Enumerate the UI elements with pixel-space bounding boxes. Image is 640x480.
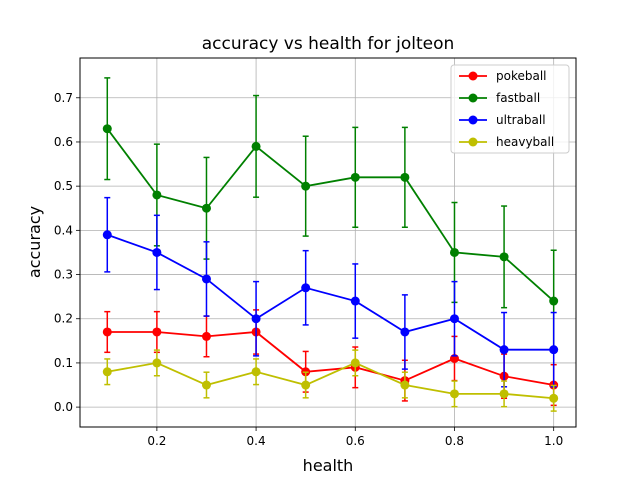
data-point bbox=[102, 124, 112, 134]
data-point bbox=[201, 380, 211, 390]
data-point bbox=[350, 172, 360, 182]
series-heavyball bbox=[102, 349, 559, 412]
chart-title: accuracy vs health for jolteon bbox=[202, 34, 455, 54]
y-tick-label: 0.6 bbox=[54, 135, 73, 149]
data-point bbox=[549, 345, 559, 355]
series-line bbox=[106, 128, 555, 302]
data-point bbox=[201, 331, 211, 341]
data-point bbox=[301, 283, 311, 293]
legend-label: pokeball bbox=[496, 69, 547, 83]
data-point bbox=[152, 247, 162, 257]
data-point bbox=[152, 358, 162, 368]
series-line bbox=[107, 331, 554, 386]
legend-box bbox=[450, 64, 570, 154]
y-tick-label: 0.2 bbox=[54, 312, 73, 326]
data-point bbox=[400, 172, 410, 182]
data-point bbox=[251, 141, 261, 151]
data-point bbox=[549, 393, 559, 403]
legend-swatch-marker bbox=[468, 137, 478, 147]
legend-item-fastball: fastball bbox=[459, 91, 540, 105]
series-fastball bbox=[102, 77, 559, 353]
x-tick-label: 0.4 bbox=[247, 434, 266, 448]
data-point bbox=[499, 345, 509, 355]
data-point bbox=[251, 367, 261, 377]
plot-frame bbox=[79, 57, 577, 428]
data-point bbox=[449, 389, 459, 399]
data-point bbox=[102, 327, 112, 337]
plot-series bbox=[102, 77, 559, 412]
legend: pokeball fastball ultraball heavyball bbox=[450, 64, 570, 154]
x-tick-label: 0.2 bbox=[147, 434, 166, 448]
legend-swatch-marker bbox=[468, 71, 478, 81]
data-point bbox=[449, 314, 459, 324]
legend-label: fastball bbox=[496, 91, 540, 105]
legend-label: heavyball bbox=[496, 135, 554, 149]
y-tick-label: 0.7 bbox=[54, 91, 73, 105]
data-point bbox=[201, 203, 211, 213]
y-tick-label: 0.0 bbox=[54, 400, 73, 414]
data-point bbox=[350, 358, 360, 368]
legend-label: ultraball bbox=[496, 113, 546, 127]
data-point bbox=[400, 327, 410, 337]
data-point bbox=[152, 327, 162, 337]
data-point bbox=[499, 389, 509, 399]
legend-swatch-marker bbox=[468, 93, 478, 103]
data-point bbox=[301, 380, 311, 390]
legend-item-pokeball: pokeball bbox=[459, 69, 547, 83]
data-point bbox=[400, 380, 410, 390]
series-line bbox=[107, 361, 554, 400]
data-point bbox=[301, 181, 311, 191]
y-axis-label: accuracy bbox=[25, 206, 44, 278]
y-tick-label: 0.5 bbox=[54, 179, 73, 193]
data-point bbox=[549, 296, 559, 306]
legend-swatch-marker bbox=[468, 115, 478, 125]
legend-item-heavyball: heavyball bbox=[459, 135, 554, 149]
data-point bbox=[251, 314, 261, 324]
data-point bbox=[499, 252, 509, 262]
x-axis-label: health bbox=[303, 456, 354, 475]
data-point bbox=[449, 247, 459, 257]
y-tick-label: 0.4 bbox=[54, 223, 73, 237]
legend-item-ultraball: ultraball bbox=[459, 113, 546, 127]
axis-ticks: 0.2 0.4 0.6 0.8 1.0 0.0 0.1 0.2 0.3 0.4 0.5 0.6 0.7 bbox=[54, 91, 563, 448]
data-point bbox=[350, 296, 360, 306]
x-tick-label: 0.6 bbox=[346, 434, 365, 448]
x-tick-label: 1.0 bbox=[544, 434, 563, 448]
data-point bbox=[152, 190, 162, 200]
data-point bbox=[201, 274, 211, 284]
data-point bbox=[102, 367, 112, 377]
y-tick-label: 0.3 bbox=[54, 268, 73, 282]
data-point bbox=[102, 230, 112, 240]
y-tick-label: 0.1 bbox=[54, 356, 73, 370]
grid bbox=[80, 58, 576, 427]
x-tick-label: 0.8 bbox=[445, 434, 464, 448]
series-line bbox=[106, 233, 554, 351]
